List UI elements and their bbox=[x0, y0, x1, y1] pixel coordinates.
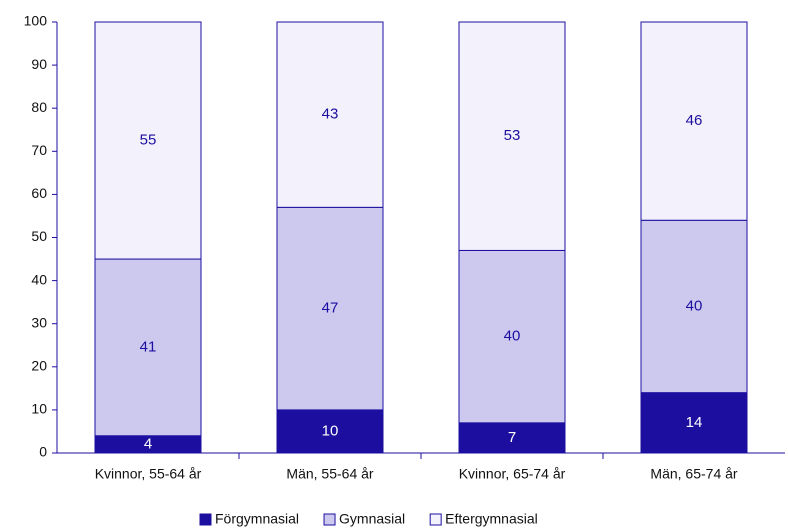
y-tick-label: 40 bbox=[31, 271, 47, 287]
bar-segment bbox=[276, 21, 384, 208]
bar-segment bbox=[458, 21, 566, 251]
data-label: 46 bbox=[686, 112, 703, 129]
legend-swatch bbox=[199, 513, 212, 526]
data-label: 43 bbox=[322, 106, 339, 123]
bar-segment bbox=[640, 219, 748, 394]
legend-label: Gymnasial bbox=[339, 511, 405, 527]
y-tick-label: 50 bbox=[31, 228, 47, 244]
y-tick-label: 90 bbox=[31, 56, 47, 72]
y-tick-label: 100 bbox=[24, 13, 48, 29]
bar-segment bbox=[94, 21, 202, 260]
data-label: 40 bbox=[686, 297, 703, 314]
y-tick-label: 70 bbox=[31, 142, 47, 158]
legend-swatch bbox=[323, 513, 336, 526]
data-label: 47 bbox=[322, 300, 339, 317]
data-label: 4 bbox=[144, 435, 152, 452]
bar-segment bbox=[640, 21, 748, 221]
y-tick-label: 20 bbox=[31, 358, 47, 374]
data-label: 40 bbox=[504, 328, 521, 345]
data-label: 7 bbox=[508, 429, 516, 446]
data-label: 10 bbox=[322, 422, 339, 439]
bar-segment bbox=[276, 409, 384, 454]
y-tick-label: 30 bbox=[31, 314, 47, 330]
legend-label: Förgymnasial bbox=[215, 511, 299, 527]
x-tick-label: Män, 65-74 år bbox=[650, 466, 737, 482]
y-tick-label: 10 bbox=[31, 401, 47, 417]
data-label: 14 bbox=[686, 414, 703, 431]
x-tick-label: Kvinnor, 65-74 år bbox=[459, 466, 566, 482]
x-tick-label: Kvinnor, 55-64 år bbox=[95, 466, 202, 482]
bar-segment bbox=[94, 258, 202, 437]
data-label: 55 bbox=[140, 131, 157, 148]
legend-label: Eftergymnasial bbox=[445, 511, 538, 527]
y-tick-label: 0 bbox=[39, 444, 47, 460]
legend-swatch bbox=[429, 513, 442, 526]
y-tick-label: 60 bbox=[31, 185, 47, 201]
data-label: 41 bbox=[140, 338, 157, 355]
y-tick-label: 80 bbox=[31, 99, 47, 115]
bar-segment bbox=[276, 206, 384, 411]
x-tick-label: Män, 55-64 år bbox=[286, 466, 373, 482]
bar-segment bbox=[640, 392, 748, 454]
data-label: 53 bbox=[504, 127, 521, 144]
